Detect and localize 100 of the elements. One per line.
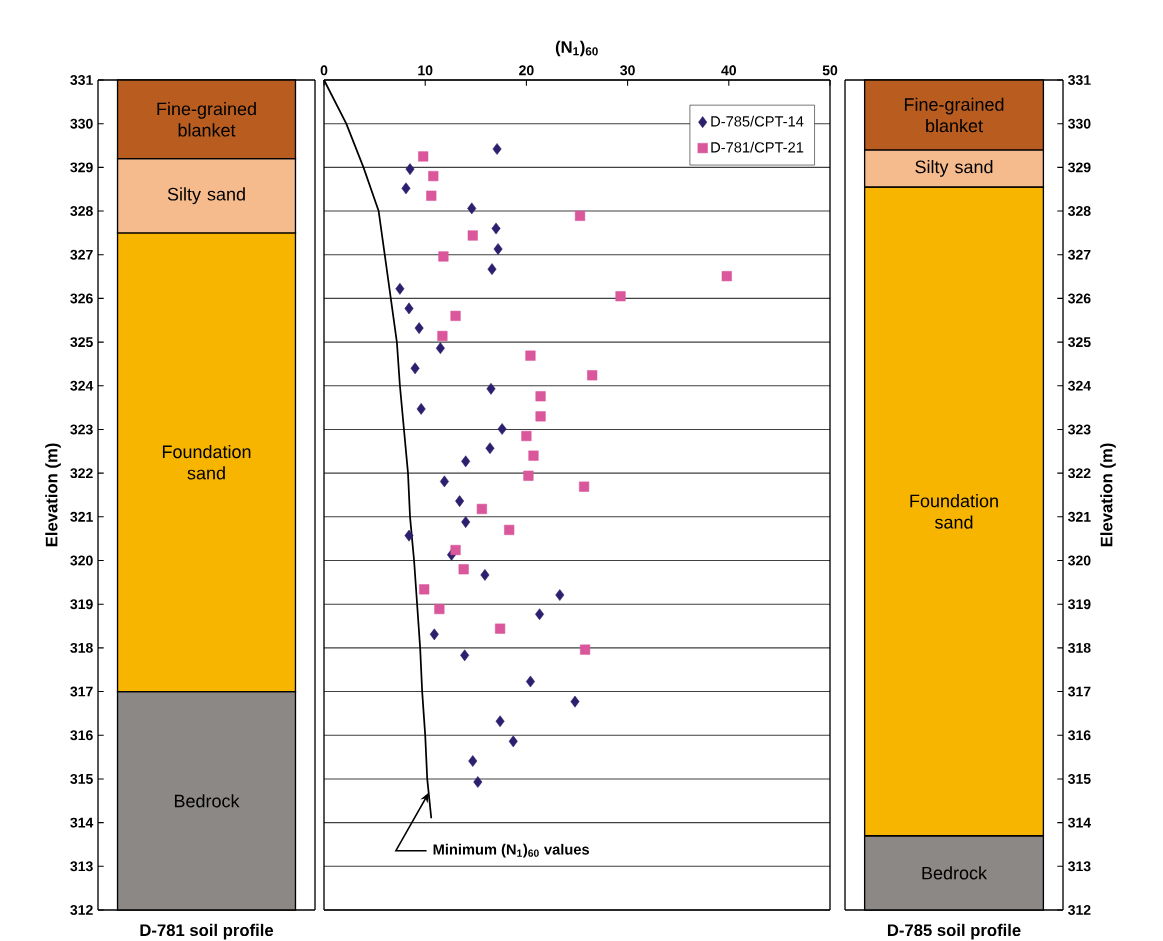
y-tick-label: 318 xyxy=(1068,642,1091,653)
x-tick-label: 20 xyxy=(519,65,534,76)
y-tick-label: 317 xyxy=(70,686,93,697)
point xyxy=(467,230,478,241)
point xyxy=(525,675,535,688)
series-label: Bedrock xyxy=(922,866,988,880)
point xyxy=(495,623,506,634)
point xyxy=(437,330,448,342)
y-tick-label: 329 xyxy=(70,162,93,173)
series-label: Silty sand xyxy=(167,187,245,205)
point xyxy=(468,755,478,767)
point xyxy=(528,450,539,461)
y-tick-label: 330 xyxy=(1068,118,1091,129)
point xyxy=(410,362,420,375)
y-tick-label: 314 xyxy=(70,817,94,828)
point xyxy=(579,481,590,492)
x-tick-label: 0 xyxy=(320,65,328,76)
y-tick-label: 312 xyxy=(70,905,93,915)
point xyxy=(504,524,515,535)
point xyxy=(460,649,470,662)
y-tick-label: 319 xyxy=(70,599,93,610)
point xyxy=(438,251,449,262)
x-tick-label: 10 xyxy=(418,65,433,76)
point xyxy=(535,391,546,402)
y-tick-label: 315 xyxy=(1068,773,1091,784)
series-label: Fine-grained blanket xyxy=(904,97,1004,133)
x-axis-title: D-781 soil profile xyxy=(140,923,274,940)
point xyxy=(495,715,505,728)
y-tick-label: 323 xyxy=(70,424,93,435)
point xyxy=(480,569,490,581)
series-label: Foundation sand xyxy=(162,444,251,480)
series-label: Silty sand xyxy=(915,160,993,177)
series-label: Foundation sand xyxy=(910,494,998,529)
series-label: Fine-grained blanket xyxy=(157,102,256,137)
y-tick-label: 328 xyxy=(1068,206,1091,217)
y-tick-label: 326 xyxy=(1068,293,1091,304)
y-tick-label: 318 xyxy=(70,642,93,653)
y-tick-label: 329 xyxy=(1068,162,1091,173)
y-tick-label: 321 xyxy=(1068,511,1091,522)
point xyxy=(473,776,483,788)
point xyxy=(434,603,445,615)
point xyxy=(491,222,501,235)
y-tick-label: 327 xyxy=(1068,249,1091,260)
y-tick-label: 331 xyxy=(70,75,93,85)
point xyxy=(450,310,461,321)
point xyxy=(418,151,429,162)
y-tick-label: 326 xyxy=(70,293,93,304)
point xyxy=(461,455,471,468)
y-tick-label: 328 xyxy=(70,206,93,217)
x-axis-title: D-785 soil profile xyxy=(887,923,1021,940)
point xyxy=(414,322,424,334)
point xyxy=(486,382,496,395)
point xyxy=(426,190,437,201)
point xyxy=(493,243,503,255)
point xyxy=(476,503,487,515)
x-tick-label: 30 xyxy=(620,65,635,76)
y-tick-label: 322 xyxy=(70,468,93,479)
point xyxy=(419,584,430,595)
point xyxy=(525,350,536,361)
y-axis-title: Elevation (m) xyxy=(1100,443,1116,547)
y-tick-label: 314 xyxy=(1068,817,1091,828)
point xyxy=(429,628,439,641)
point xyxy=(580,644,591,655)
y-tick-label: 325 xyxy=(70,337,93,348)
point xyxy=(405,163,415,175)
point xyxy=(428,171,439,182)
point xyxy=(523,470,534,481)
point xyxy=(395,282,405,295)
y-tick-label: 320 xyxy=(1068,555,1091,566)
y-tick-label: 319 xyxy=(1068,599,1091,610)
point xyxy=(615,291,626,302)
point xyxy=(416,403,426,415)
point xyxy=(435,342,445,355)
y-tick-label: 325 xyxy=(1068,337,1091,348)
y-tick-label: 316 xyxy=(1068,730,1091,741)
x-tick-label: 50 xyxy=(822,65,838,76)
legend-label: D-785/CPT-14 xyxy=(711,115,804,127)
point xyxy=(467,202,477,215)
x-tick-label: 40 xyxy=(721,65,737,76)
y-tick-label: 313 xyxy=(1068,861,1091,872)
y-tick-label: 321 xyxy=(70,511,93,522)
point xyxy=(587,370,598,381)
point xyxy=(401,182,411,195)
point xyxy=(458,564,469,575)
point xyxy=(535,411,546,422)
point xyxy=(535,608,545,621)
y-tick-label: 317 xyxy=(1068,686,1091,697)
y-tick-label: 324 xyxy=(1068,380,1091,391)
y-tick-label: 315 xyxy=(70,773,93,784)
y-tick-label: 313 xyxy=(70,861,93,872)
point xyxy=(404,302,414,315)
point xyxy=(721,271,732,282)
point xyxy=(570,695,580,708)
series-label: Bedrock xyxy=(174,794,240,808)
annotation: Minimum (N$_{1}$)$_{60}$ values xyxy=(433,843,590,858)
point xyxy=(455,495,465,507)
point xyxy=(461,516,471,528)
y-tick-label: 323 xyxy=(1068,424,1091,435)
y-tick-label: 312 xyxy=(1068,905,1091,915)
point xyxy=(439,475,449,488)
